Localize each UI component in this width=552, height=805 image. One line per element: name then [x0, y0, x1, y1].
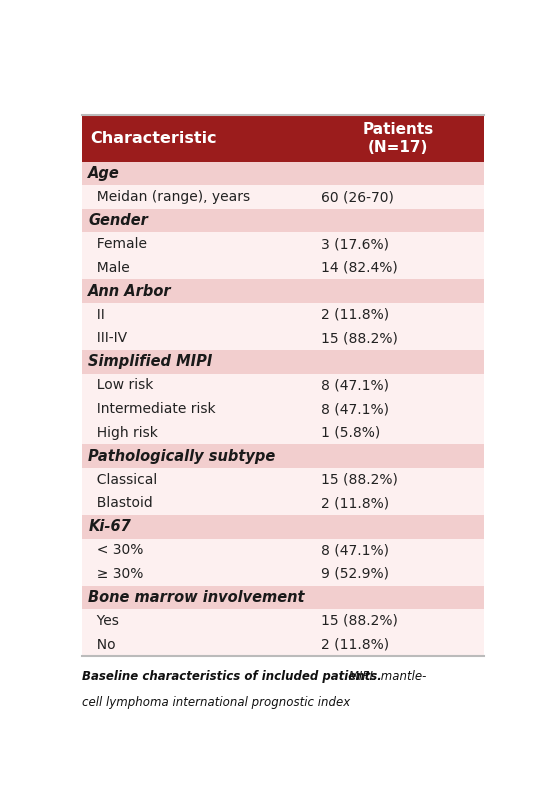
Text: Gender: Gender: [88, 213, 148, 228]
Bar: [82, 397, 484, 421]
Text: Male: Male: [88, 261, 130, 275]
Text: 2 (11.8%): 2 (11.8%): [321, 496, 390, 510]
Text: Simplified MIPI: Simplified MIPI: [88, 354, 213, 369]
Text: Patients
(N=17): Patients (N=17): [363, 122, 434, 155]
Text: 8 (47.1%): 8 (47.1%): [321, 402, 389, 416]
Text: 15 (88.2%): 15 (88.2%): [321, 473, 399, 487]
Text: ≥ 30%: ≥ 30%: [88, 567, 144, 581]
Bar: [82, 303, 484, 327]
Text: Ann Arbor: Ann Arbor: [88, 283, 172, 299]
Bar: [82, 421, 484, 444]
Text: Baseline characteristics of included patients.: Baseline characteristics of included pat…: [82, 670, 381, 683]
Bar: [82, 586, 484, 609]
Text: MIPI: mantle-: MIPI: mantle-: [345, 670, 426, 683]
Bar: [82, 208, 484, 233]
Bar: [82, 185, 484, 208]
Text: 15 (88.2%): 15 (88.2%): [321, 332, 399, 345]
Text: Yes: Yes: [88, 614, 119, 628]
Bar: [82, 233, 484, 256]
Bar: [82, 515, 484, 539]
Text: 60 (26-70): 60 (26-70): [321, 190, 394, 204]
Text: II: II: [88, 308, 105, 322]
Bar: [82, 539, 484, 562]
Text: Classical: Classical: [88, 473, 157, 487]
Text: Bone marrow involvement: Bone marrow involvement: [88, 590, 305, 605]
Text: 2 (11.8%): 2 (11.8%): [321, 638, 390, 651]
Bar: [82, 162, 484, 185]
Bar: [82, 491, 484, 515]
Text: Meidan (range), years: Meidan (range), years: [88, 190, 251, 204]
Text: III-IV: III-IV: [88, 332, 128, 345]
Bar: [82, 609, 484, 633]
Text: 14 (82.4%): 14 (82.4%): [321, 261, 398, 275]
Text: High risk: High risk: [88, 426, 158, 440]
Text: Blastoid: Blastoid: [88, 496, 153, 510]
Bar: [82, 633, 484, 656]
Text: Pathologically subtype: Pathologically subtype: [88, 448, 275, 464]
Bar: [82, 115, 484, 162]
Bar: [82, 468, 484, 491]
Bar: [82, 279, 484, 303]
Text: 8 (47.1%): 8 (47.1%): [321, 378, 389, 393]
Text: Low risk: Low risk: [88, 378, 153, 393]
Text: Characteristic: Characteristic: [91, 131, 217, 146]
Text: No: No: [88, 638, 116, 651]
Bar: [82, 256, 484, 279]
Text: 3 (17.6%): 3 (17.6%): [321, 237, 389, 251]
Text: 9 (52.9%): 9 (52.9%): [321, 567, 389, 581]
Bar: [82, 562, 484, 586]
Text: Age: Age: [88, 166, 120, 181]
Bar: [82, 350, 484, 374]
Text: < 30%: < 30%: [88, 543, 144, 557]
Bar: [82, 327, 484, 350]
Bar: [82, 374, 484, 397]
Text: Intermediate risk: Intermediate risk: [88, 402, 216, 416]
Text: Ki-67: Ki-67: [88, 519, 131, 535]
Text: 15 (88.2%): 15 (88.2%): [321, 614, 399, 628]
Text: 1 (5.8%): 1 (5.8%): [321, 426, 381, 440]
Text: Female: Female: [88, 237, 147, 251]
Bar: [82, 444, 484, 468]
Text: 8 (47.1%): 8 (47.1%): [321, 543, 389, 557]
Text: 2 (11.8%): 2 (11.8%): [321, 308, 390, 322]
Text: cell lymphoma international prognostic index: cell lymphoma international prognostic i…: [82, 696, 350, 709]
